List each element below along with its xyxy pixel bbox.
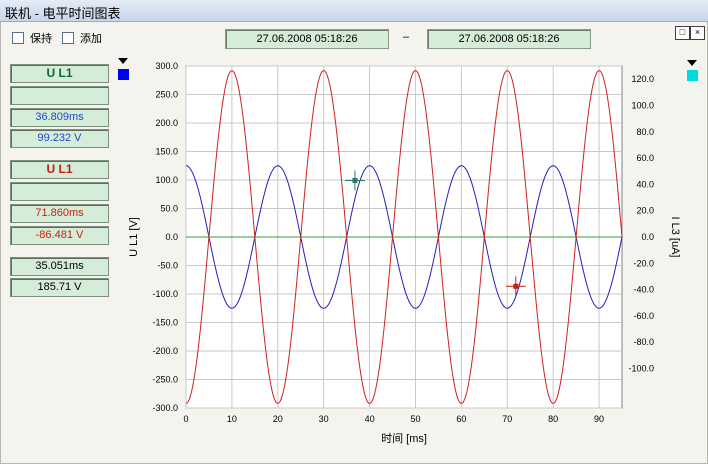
cursor2-time: 71.860ms [10,204,109,223]
delta-value: 185.71 V [10,278,109,297]
y-left-tick-label: -100.0 [152,289,178,299]
close-button[interactable]: × [690,26,705,40]
end-time-field[interactable]: 27.06.2008 05:18:26 [427,29,591,49]
window-title: 联机 - 电平时间图表 [5,6,121,21]
y-left-axis-label: U L1 [V] [128,217,140,257]
y-left-tick-label: 250.0 [155,90,178,100]
y-right-tick-label: 60.0 [636,153,654,163]
x-tick-label: 50 [410,414,420,424]
y-left-tick-label: 150.0 [155,147,178,157]
y-left-tick-label: -200.0 [152,346,178,356]
x-tick-label: 10 [227,414,237,424]
x-axis-label: 时间 [ms] [381,432,427,445]
y-right-axis-label: I L3 [uA] [669,217,681,258]
y-left-tick-label: -300.0 [152,403,178,413]
y-right-tick-label: 80.0 [636,127,654,137]
y-right-tick-label: 0.0 [641,232,654,242]
x-tick-label: 20 [273,414,283,424]
y-right-tick-label: -60.0 [633,311,654,321]
series-line-1 [185,165,623,309]
x-tick-label: 0 [183,414,188,424]
y-right-tick-label: 100.0 [631,100,654,110]
left-channel-dropdown-icon[interactable] [118,58,128,64]
y-left-tick-label: -150.0 [152,318,178,328]
time-range-separator: – [403,31,410,43]
right-channel-color-swatch[interactable] [687,70,698,81]
y-left-tick-label: -50.0 [157,261,178,271]
series-line-2 [185,70,623,404]
left-channel-color-swatch[interactable] [118,69,129,80]
add-label: 添加 [80,33,102,45]
y-left-tick-label: 0.0 [165,232,178,242]
y-left-tick-label: 200.0 [155,118,178,128]
cursor-2-marker [513,283,519,289]
hold-checkbox[interactable] [12,32,24,44]
x-tick-label: 30 [319,414,329,424]
cursor1-blank-field [10,86,109,105]
y-left-tick-label: -250.0 [152,375,178,385]
right-channel-dropdown-icon[interactable] [687,60,697,66]
y-right-tick-label: 40.0 [636,179,654,189]
y-right-tick-label: 20.0 [636,206,654,216]
add-option[interactable]: 添加 [62,31,102,45]
restore-button[interactable]: □ [675,26,690,40]
y-right-tick-label: -20.0 [633,258,654,268]
cursor1-value: 99.232 V [10,129,109,148]
x-tick-label: 80 [548,414,558,424]
start-time-field[interactable]: 27.06.2008 05:18:26 [225,29,389,49]
y-left-tick-label: 100.0 [155,175,178,185]
x-tick-label: 60 [456,414,466,424]
y-right-tick-label: -100.0 [628,364,654,374]
x-tick-label: 40 [365,414,375,424]
cursor1-time: 36.809ms [10,108,109,127]
add-checkbox[interactable] [62,32,74,44]
cursor1-channel-header[interactable]: U L1 [10,64,109,83]
window-titlebar[interactable]: 联机 - 电平时间图表 [0,0,708,22]
y-right-tick-label: -80.0 [633,337,654,347]
hold-option[interactable]: 保持 [12,31,52,45]
cursor-1-marker [352,177,358,183]
delta-time: 35.051ms [10,257,109,276]
x-tick-label: 70 [502,414,512,424]
y-left-tick-label: 50.0 [160,204,178,214]
cursor2-channel-header[interactable]: U L1 [10,160,109,179]
cursor2-blank-field [10,182,109,201]
y-right-tick-label: -40.0 [633,285,654,295]
hold-label: 保持 [30,33,52,45]
cursor2-value: -86.481 V [10,226,109,245]
x-tick-label: 90 [594,414,604,424]
y-left-tick-label: 300.0 [155,61,178,71]
y-right-tick-label: 120.0 [631,74,654,84]
